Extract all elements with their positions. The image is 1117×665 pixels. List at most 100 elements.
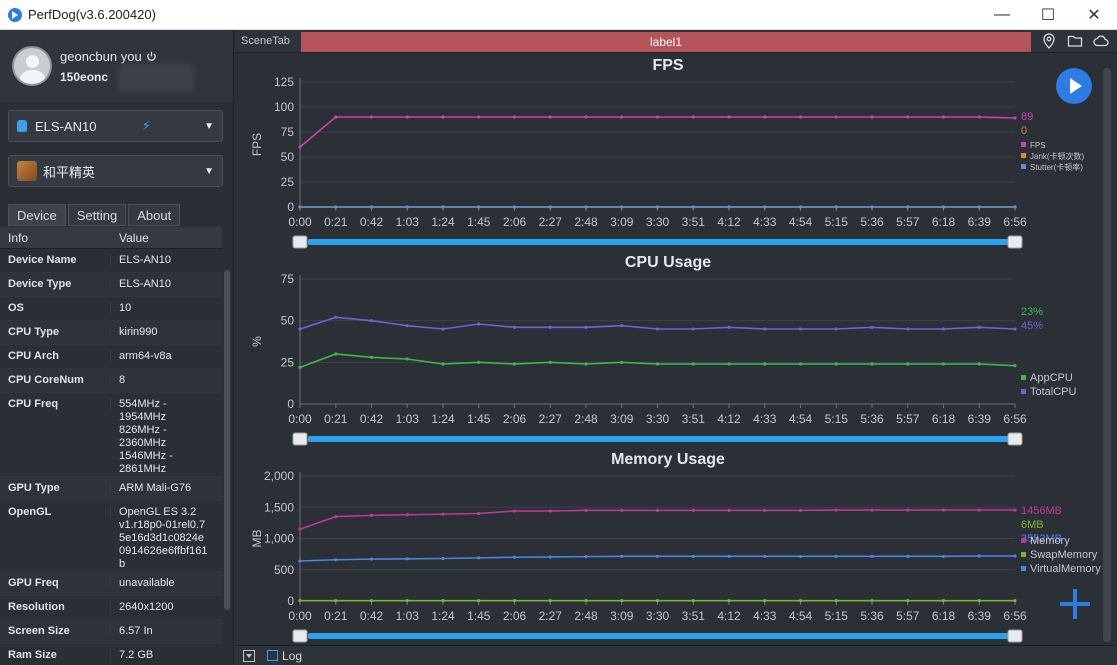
legend-swatch [1021, 153, 1026, 158]
range-slider-left-handle[interactable] [292, 629, 308, 643]
table-row: Screen Size 6.57 In [0, 620, 222, 644]
data-point [655, 599, 660, 603]
data-point [1013, 327, 1017, 331]
device-info-table: Info Value Device Name ELS-AN10 Device Typ… [0, 227, 222, 665]
cloud-icon[interactable] [1093, 33, 1109, 49]
info-value: unavailable [119, 577, 175, 589]
table-row: CPU Freq 554MHz - 1954MHz 826MHz - 2360MH… [0, 393, 222, 477]
close-button[interactable]: ✕ [1087, 7, 1101, 24]
x-tick-label: 6:39 [968, 215, 992, 229]
folder-icon[interactable] [1067, 33, 1083, 49]
range-slider-track[interactable] [308, 239, 1011, 245]
data-point [298, 599, 302, 603]
data-point [977, 362, 981, 366]
data-point [512, 599, 517, 603]
legend-swatch [1021, 552, 1026, 557]
y-tick-label: 50 [281, 314, 295, 328]
x-tick-label: 6:39 [968, 412, 992, 426]
data-point [334, 315, 338, 319]
range-slider-right-handle[interactable] [1007, 629, 1023, 643]
range-slider-right-handle[interactable] [1007, 235, 1023, 249]
x-tick-label: 2:27 [539, 412, 563, 426]
x-tick-label: 4:12 [717, 412, 741, 426]
data-point [1013, 508, 1017, 512]
x-tick-label: 3:51 [682, 215, 706, 229]
x-tick-label: 6:56 [1003, 609, 1027, 623]
minimize-button[interactable]: — [994, 6, 1010, 23]
current-value: 6MB [1021, 519, 1044, 531]
data-point [763, 362, 767, 366]
data-point [620, 554, 624, 558]
add-chart-button[interactable] [1060, 589, 1090, 619]
data-point [512, 555, 517, 559]
maximize-button[interactable]: ☐ [1040, 7, 1056, 24]
x-tick-label: 2:48 [574, 412, 598, 426]
range-slider-track[interactable] [308, 633, 1011, 639]
current-value: 89 [1021, 111, 1033, 123]
avatar[interactable] [12, 46, 52, 86]
log-checkbox[interactable] [267, 650, 278, 661]
range-slider-left-handle[interactable] [292, 235, 308, 249]
range-slider-track[interactable] [308, 436, 1011, 442]
info-scrollbar[interactable] [224, 270, 230, 610]
data-point [763, 599, 767, 603]
x-tick-label: 5:36 [860, 412, 884, 426]
data-point [441, 556, 445, 561]
data-point [298, 527, 302, 531]
location-icon[interactable] [1041, 33, 1057, 49]
data-point [655, 205, 660, 209]
data-point [906, 508, 910, 512]
data-point [941, 115, 946, 119]
user-id: 150eonc [60, 69, 109, 84]
range-slider-right-handle[interactable] [1007, 432, 1023, 446]
legend-swatch [1021, 389, 1026, 394]
info-value: OpenGL ES 3.2 v1.r18p0-01rel0.7 5e16d3d1… [119, 506, 208, 570]
x-tick-label: 3:09 [610, 215, 634, 229]
data-point [691, 508, 695, 512]
app-select[interactable]: 和平精英 ▼ [8, 155, 223, 187]
data-point [548, 599, 552, 603]
data-point [405, 205, 409, 209]
tab-device[interactable]: Device [8, 204, 66, 226]
data-point [691, 554, 695, 558]
log-label: Log [282, 648, 303, 663]
y-tick-label: 2,000 [264, 469, 294, 483]
x-tick-label: 5:57 [896, 412, 920, 426]
expand-dropdown[interactable] [243, 649, 255, 662]
x-tick-label: 0:00 [288, 215, 312, 229]
power-icon[interactable] [146, 51, 157, 62]
info-key: CPU CoreNum [0, 374, 111, 386]
redaction-blur [118, 63, 194, 92]
data-point [763, 205, 767, 209]
range-slider-left-handle[interactable] [292, 432, 308, 446]
link-icon[interactable]: ⚡ [141, 118, 151, 133]
info-key: CPU Freq [0, 398, 111, 410]
y-tick-label: 500 [274, 563, 294, 577]
data-point [369, 115, 374, 119]
data-point [798, 205, 803, 209]
tab-setting[interactable]: Setting [67, 204, 127, 226]
data-point [727, 508, 731, 512]
y-tick-label: 1,500 [264, 500, 294, 514]
table-row: CPU CoreNum 8 [0, 369, 222, 393]
scene-tab-label[interactable]: SceneTab [241, 35, 290, 47]
tab-about[interactable]: About [128, 204, 181, 226]
x-tick-label: 1:03 [396, 215, 420, 229]
charts-scrollbar[interactable] [1103, 68, 1111, 642]
data-point [334, 115, 338, 119]
current-value: 45% [1021, 320, 1043, 332]
data-point [405, 115, 409, 119]
x-tick-label: 3:51 [682, 609, 706, 623]
data-point [584, 555, 588, 559]
data-point [906, 362, 910, 366]
x-tick-label: 5:36 [860, 609, 884, 623]
info-value: 554MHz - 1954MHz 826MHz - 2360MHz 1546MH… [119, 398, 173, 475]
play-button[interactable] [1056, 68, 1092, 104]
info-key: GPU Type [0, 482, 111, 494]
data-point [870, 554, 874, 558]
device-select[interactable]: ELS-AN10 ⚡ ▼ [8, 110, 223, 142]
data-point [1013, 364, 1017, 368]
data-point [620, 599, 624, 603]
x-tick-label: 3:30 [646, 215, 670, 229]
scene-label[interactable]: label1 [301, 32, 1031, 52]
